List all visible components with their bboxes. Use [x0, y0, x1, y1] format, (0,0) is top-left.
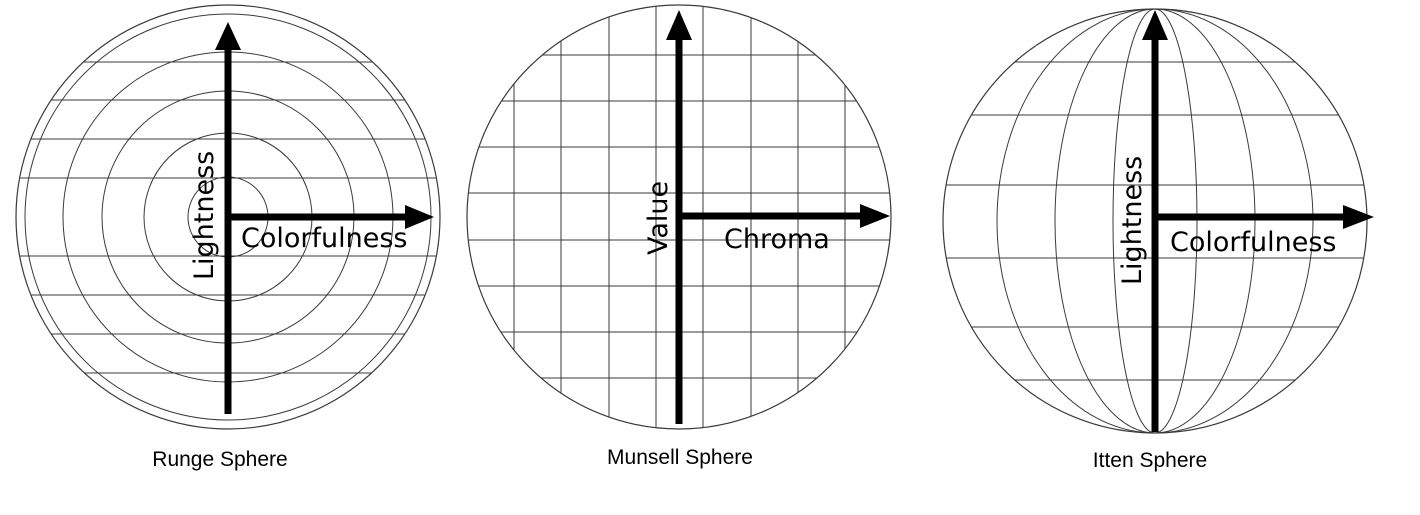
itten-lightness-label: Lightness — [1117, 156, 1148, 285]
runge-axes — [215, 22, 434, 414]
munsell-outline — [466, 4, 892, 430]
runge-sphere-caption: Runge Sphere — [152, 448, 288, 471]
runge-sphere: Lightness Colorfulness — [15, 4, 441, 430]
munsell-value-label: Value — [643, 181, 674, 255]
runge-lightness-label: Lightness — [189, 151, 220, 280]
munsell-sphere: Value Chroma — [466, 4, 892, 430]
itten-sphere: Lightness Colorfulness — [942, 8, 1374, 434]
munsell-sphere-caption: Munsell Sphere — [607, 446, 753, 469]
runge-outline — [15, 4, 441, 430]
runge-colorfulness-label: Colorfulness — [241, 223, 407, 254]
munsell-axes — [666, 10, 890, 424]
itten-sphere-caption: Itten Sphere — [1092, 449, 1208, 472]
itten-colorfulness-label: Colorfulness — [1170, 227, 1336, 258]
munsell-chroma-label: Chroma — [724, 224, 830, 255]
itten-axes — [1142, 10, 1374, 432]
itten-outline — [942, 8, 1368, 434]
